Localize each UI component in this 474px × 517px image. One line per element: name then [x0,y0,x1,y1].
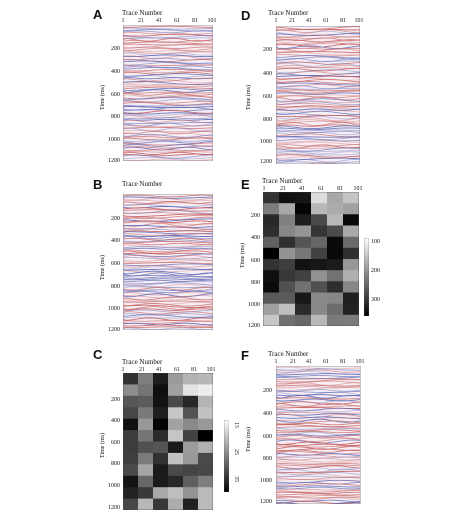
x-tick: 81 [340,18,346,24]
y-tick: 1000 [108,483,120,489]
y-tick: 800 [111,284,120,290]
x-tick: 61 [323,18,329,24]
y-tick: 400 [251,235,260,241]
y-tick: 200 [251,213,260,219]
time-axis-label: Time (ms) [246,85,252,110]
colorbar-tick: 100 [371,239,380,245]
y-tick: 1200 [260,159,272,165]
y-tick: 1200 [108,505,120,511]
y-tick: 800 [251,280,260,286]
colorbar-tick: 35 [233,476,239,482]
y-tick: 1000 [108,137,120,143]
time-axis-label: Time (ms) [100,255,106,280]
x-tick: 81 [340,359,346,365]
x-tick: 41 [156,18,162,24]
y-tick: 400 [111,418,120,424]
x-tick: 1 [262,186,266,192]
y-tick: 800 [111,114,120,120]
attribute-map-c [123,373,213,510]
x-tick: 81 [337,186,343,192]
trace-number-title: Trace Number [262,177,303,185]
y-tick: 600 [111,440,120,446]
y-tick: 1000 [260,139,272,145]
x-tick: 61 [318,186,324,192]
x-tick: 81 [192,18,198,24]
y-tick: 1000 [248,302,260,308]
x-tick: 61 [174,367,180,373]
x-tick: 41 [306,359,312,365]
y-tick: 1200 [248,323,260,329]
x-tick: 41 [306,18,312,24]
x-tick: 21 [290,359,296,365]
y-tick: 400 [111,238,120,244]
y-tick: 600 [111,92,120,98]
x-tick: 1 [121,18,125,24]
time-axis-label: Time (ms) [100,433,106,458]
y-tick: 600 [263,434,272,440]
time-axis-label: Time (ms) [246,427,252,452]
x-tick: 101 [355,359,365,365]
y-tick: 1200 [260,499,272,505]
x-tick: 21 [138,18,144,24]
x-tick: 61 [174,18,180,24]
y-tick: 800 [111,461,120,467]
x-tick: 21 [280,186,286,192]
x-tick: 21 [139,367,145,373]
y-tick: 400 [263,411,272,417]
y-tick: 1200 [108,158,120,164]
trace-number-title: Trace Number [268,9,309,17]
x-tick: 41 [299,186,305,192]
panel-letter-c: C [93,347,103,362]
trace-number-title: Trace Number [122,180,163,188]
colorbar-tick: 300 [371,297,380,303]
x-tick: 21 [289,18,295,24]
y-tick: 800 [263,117,272,123]
y-tick: 200 [111,216,120,222]
seismic-section-b [123,194,213,330]
panel-letter-b: B [93,177,103,192]
x-tick: 1 [121,367,125,373]
seismic-section-f [276,366,361,504]
y-tick: 1000 [108,306,120,312]
y-tick: 800 [263,456,272,462]
y-tick: 200 [263,47,272,53]
panel-letter-d: D [241,8,251,23]
trace-number-title: Trace Number [122,358,163,366]
panel-letter-a: A [93,7,103,22]
y-tick: 600 [111,261,120,267]
y-tick: 400 [263,71,272,77]
time-axis-label: Time (ms) [240,243,246,268]
x-tick: 101 [353,186,363,192]
colorbar-tick: 15 [233,422,239,428]
trace-number-title: Trace Number [122,9,163,17]
x-tick: 81 [191,367,197,373]
x-tick: 1 [274,18,278,24]
y-tick: 600 [263,94,272,100]
colorbar-tick: 25 [233,449,239,455]
x-tick: 61 [323,359,329,365]
x-tick: 101 [206,367,216,373]
x-tick: 101 [354,18,364,24]
x-tick: 41 [156,367,162,373]
y-tick: 600 [251,258,260,264]
x-tick: 1 [274,359,278,365]
seismic-section-a [123,25,213,161]
panel-letter-f: F [241,348,249,363]
y-tick: 1000 [260,478,272,484]
trace-number-title: Trace Number [268,350,309,358]
seismic-section-d [276,26,360,164]
time-axis-label: Time (ms) [100,85,106,110]
y-tick: 200 [263,388,272,394]
panel-letter-e: E [241,177,250,192]
colorbar-e [364,238,369,316]
y-tick: 200 [111,46,120,52]
y-tick: 1200 [108,327,120,333]
colorbar-c [224,420,229,492]
colorbar-tick: 200 [371,268,380,274]
y-tick: 200 [111,397,120,403]
attribute-map-e [263,192,359,326]
x-tick: 101 [207,18,217,24]
y-tick: 400 [111,69,120,75]
